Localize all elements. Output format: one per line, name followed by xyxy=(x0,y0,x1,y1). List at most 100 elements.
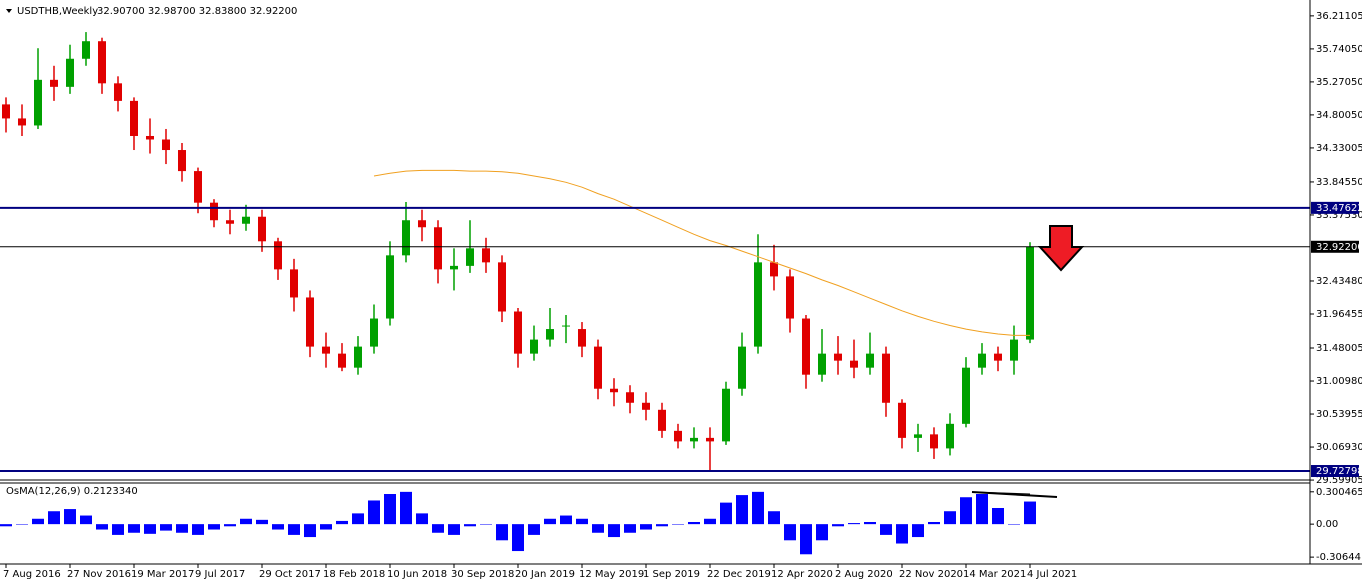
osma-bar xyxy=(992,508,1004,525)
osma-bar xyxy=(560,515,572,525)
osma-bar xyxy=(336,520,348,525)
osma-bar xyxy=(288,524,300,535)
osma-bar xyxy=(272,524,284,530)
down-arrow xyxy=(1037,225,1085,272)
osma-bar xyxy=(896,524,908,544)
candle-body xyxy=(114,83,122,101)
candle-body xyxy=(786,276,794,319)
candle-body xyxy=(978,353,986,368)
candle-body xyxy=(418,220,426,228)
osma-bar xyxy=(160,524,172,531)
candle-body xyxy=(338,353,346,368)
osma-bar xyxy=(800,524,812,555)
osma-bar xyxy=(528,524,540,535)
osma-bar xyxy=(448,524,460,535)
candle-body xyxy=(642,402,650,410)
candle-body xyxy=(802,318,810,375)
osma-bar xyxy=(320,524,332,530)
candle-body xyxy=(434,227,442,270)
candle-body xyxy=(962,367,970,424)
x-tick-label: 20 Jan 2019 xyxy=(515,569,575,580)
osma-bar xyxy=(848,523,860,525)
candle-body xyxy=(370,318,378,347)
osma-bar xyxy=(576,518,588,525)
candle-body xyxy=(578,329,586,347)
candle-body xyxy=(2,104,10,119)
candle-body xyxy=(210,202,218,221)
candle-body xyxy=(130,100,138,136)
osma-bar xyxy=(48,511,60,525)
y-tick-label: 35.27050 xyxy=(1316,77,1362,88)
y-tick-label: 33.84550 xyxy=(1316,177,1362,188)
level-label: 33.47622 xyxy=(1316,203,1362,214)
candle-body xyxy=(610,388,618,393)
y-tick-label: 0.00 xyxy=(1316,519,1338,530)
x-tick-label: 9 Jul 2017 xyxy=(195,569,245,580)
quote: 32.90700 32.98700 32.83800 32.92200 xyxy=(97,6,297,17)
menu-icon[interactable] xyxy=(6,9,12,13)
osma-bar xyxy=(176,524,188,533)
candle-body xyxy=(546,329,554,340)
candle-body xyxy=(754,262,762,347)
candle-body xyxy=(226,220,234,224)
osma-bar xyxy=(960,497,972,525)
y-tick-label: 31.96455 xyxy=(1316,309,1362,320)
osma-bar xyxy=(624,524,636,533)
level-label-box xyxy=(1311,240,1359,253)
osma-bar xyxy=(640,524,652,530)
osma-bar xyxy=(208,524,220,530)
y-tick-label: 34.33005 xyxy=(1316,143,1362,154)
x-tick-label: 22 Dec 2019 xyxy=(707,569,771,580)
candle-body xyxy=(818,353,826,375)
osma-bar xyxy=(128,524,140,533)
candle-body xyxy=(738,346,746,389)
candle-body xyxy=(162,139,170,151)
candle-body xyxy=(498,262,506,312)
osma-bar xyxy=(224,524,236,527)
candle-body xyxy=(322,346,330,354)
osma-bar xyxy=(96,524,108,530)
candle-body xyxy=(770,262,778,277)
osma-bar xyxy=(656,524,668,527)
candle-body xyxy=(850,360,858,368)
candle-body xyxy=(674,430,682,442)
candle-body xyxy=(994,353,1002,361)
candle-body xyxy=(834,353,842,361)
y-tick-label: 30.53955 xyxy=(1316,409,1362,420)
x-tick-label: 19 Mar 2017 xyxy=(131,569,194,580)
x-tick-label: 10 Jun 2018 xyxy=(387,569,447,580)
osma-bar xyxy=(192,524,204,535)
osma-bar xyxy=(672,524,684,525)
candle-body xyxy=(1026,246,1034,340)
osma-bar xyxy=(864,521,876,525)
candle-body xyxy=(18,118,26,126)
osma-bar xyxy=(64,509,76,525)
osma-bar xyxy=(928,521,940,525)
osma-bar xyxy=(912,524,924,538)
osma-bar xyxy=(720,502,732,525)
osma-bar xyxy=(144,524,156,534)
candle-body xyxy=(482,248,490,263)
candle-body xyxy=(402,220,410,256)
x-tick-label: 1 Sep 2019 xyxy=(643,569,700,580)
osma-bar xyxy=(832,524,844,527)
osma-bar xyxy=(416,513,428,525)
osma-bar xyxy=(240,518,252,525)
osma-bar xyxy=(384,494,396,525)
level-label-box xyxy=(1311,465,1359,478)
candle-body xyxy=(514,311,522,354)
y-tick-label: 33.37530 xyxy=(1316,210,1362,221)
osma-bar xyxy=(400,491,412,525)
candle-body xyxy=(82,41,90,59)
y-tick-label: 0.300465 xyxy=(1316,487,1362,498)
candle-body xyxy=(594,346,602,389)
osma-bar xyxy=(304,524,316,538)
y-tick-label: 30.06930 xyxy=(1316,442,1362,453)
osma-bar xyxy=(944,511,956,525)
x-tick-label: 12 Apr 2020 xyxy=(771,569,833,580)
level-label-box xyxy=(1311,201,1359,214)
candle-body xyxy=(66,58,74,87)
x-tick-label: 4 Jul 2021 xyxy=(1027,569,1077,580)
